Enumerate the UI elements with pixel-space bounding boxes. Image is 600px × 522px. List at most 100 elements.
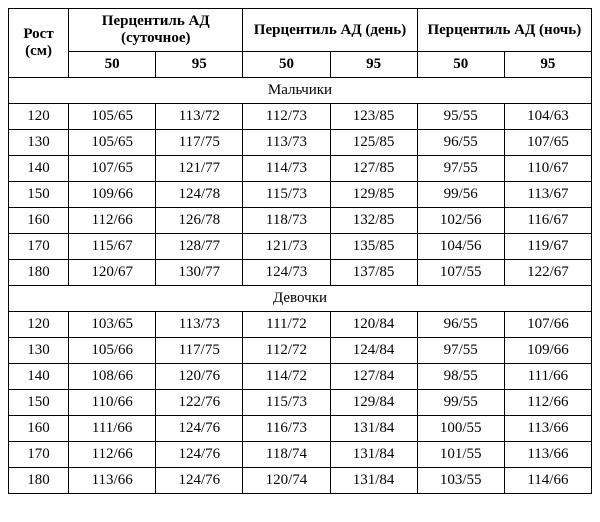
cell-value: 107/65	[504, 130, 591, 156]
cell-value: 126/78	[156, 208, 243, 234]
cell-value: 102/56	[417, 208, 504, 234]
cell-height: 120	[9, 312, 69, 338]
cell-value: 96/55	[417, 130, 504, 156]
cell-height: 140	[9, 364, 69, 390]
cell-value: 113/73	[243, 130, 330, 156]
cell-height: 170	[9, 442, 69, 468]
col-header-height: Рост (см)	[9, 9, 69, 78]
col-group-24h: Перцентиль АД (суточное)	[69, 9, 243, 52]
cell-value: 107/55	[417, 260, 504, 286]
cell-value: 115/73	[243, 182, 330, 208]
cell-value: 113/73	[156, 312, 243, 338]
table-body: Мальчики120105/65113/72112/73123/8595/55…	[9, 78, 592, 494]
cell-value: 99/55	[417, 390, 504, 416]
cell-value: 114/72	[243, 364, 330, 390]
cell-value: 107/65	[69, 156, 156, 182]
cell-height: 170	[9, 234, 69, 260]
table-header: Рост (см) Перцентиль АД (суточное) Перце…	[9, 9, 592, 78]
cell-value: 112/66	[504, 390, 591, 416]
cell-value: 113/67	[504, 182, 591, 208]
cell-value: 130/77	[156, 260, 243, 286]
table-row: 140107/65121/77114/73127/8597/55110/67	[9, 156, 592, 182]
col-sub-night-p95: 95	[504, 52, 591, 78]
cell-height: 130	[9, 338, 69, 364]
cell-value: 100/55	[417, 416, 504, 442]
table-row: 150110/66122/76115/73129/8499/55112/66	[9, 390, 592, 416]
table-row: 180120/67130/77124/73137/85107/55122/67	[9, 260, 592, 286]
cell-value: 123/85	[330, 104, 417, 130]
table-row: 130105/65117/75113/73125/8596/55107/65	[9, 130, 592, 156]
cell-value: 120/74	[243, 468, 330, 494]
table-row: 170115/67128/77121/73135/85104/56119/67	[9, 234, 592, 260]
cell-height: 150	[9, 182, 69, 208]
cell-value: 113/66	[504, 442, 591, 468]
cell-value: 120/84	[330, 312, 417, 338]
table-row: 120103/65113/73111/72120/8496/55107/66	[9, 312, 592, 338]
cell-value: 118/73	[243, 208, 330, 234]
cell-height: 180	[9, 468, 69, 494]
cell-value: 120/76	[156, 364, 243, 390]
cell-value: 107/66	[504, 312, 591, 338]
cell-value: 131/84	[330, 468, 417, 494]
table-row: 140108/66120/76114/72127/8498/55111/66	[9, 364, 592, 390]
cell-value: 105/65	[69, 130, 156, 156]
cell-value: 112/73	[243, 104, 330, 130]
cell-value: 101/55	[417, 442, 504, 468]
cell-value: 127/84	[330, 364, 417, 390]
cell-value: 117/75	[156, 338, 243, 364]
table-row: 120105/65113/72112/73123/8595/55104/63	[9, 104, 592, 130]
cell-value: 116/67	[504, 208, 591, 234]
cell-value: 121/73	[243, 234, 330, 260]
cell-value: 112/66	[69, 208, 156, 234]
bp-percentile-table: Рост (см) Перцентиль АД (суточное) Перце…	[8, 8, 592, 494]
cell-value: 137/85	[330, 260, 417, 286]
cell-value: 114/73	[243, 156, 330, 182]
col-sub-night-p50: 50	[417, 52, 504, 78]
cell-height: 140	[9, 156, 69, 182]
cell-value: 131/84	[330, 416, 417, 442]
cell-value: 124/76	[156, 468, 243, 494]
cell-value: 108/66	[69, 364, 156, 390]
cell-height: 130	[9, 130, 69, 156]
cell-value: 99/56	[417, 182, 504, 208]
cell-value: 132/85	[330, 208, 417, 234]
cell-value: 124/76	[156, 416, 243, 442]
table-row: 160112/66126/78118/73132/85102/56116/67	[9, 208, 592, 234]
cell-value: 111/72	[243, 312, 330, 338]
cell-value: 109/66	[69, 182, 156, 208]
section-title: Девочки	[9, 286, 592, 312]
table-row: 150109/66124/78115/73129/8599/56113/67	[9, 182, 592, 208]
cell-value: 104/56	[417, 234, 504, 260]
table-row: 180113/66124/76120/74131/84103/55114/66	[9, 468, 592, 494]
cell-value: 112/66	[69, 442, 156, 468]
cell-value: 127/85	[330, 156, 417, 182]
cell-value: 95/55	[417, 104, 504, 130]
cell-value: 110/66	[69, 390, 156, 416]
cell-value: 104/63	[504, 104, 591, 130]
col-sub-24h-p95: 95	[156, 52, 243, 78]
cell-value: 115/67	[69, 234, 156, 260]
col-sub-24h-p50: 50	[69, 52, 156, 78]
col-sub-day-p95: 95	[330, 52, 417, 78]
cell-value: 135/85	[330, 234, 417, 260]
cell-value: 110/67	[504, 156, 591, 182]
cell-value: 96/55	[417, 312, 504, 338]
cell-value: 121/77	[156, 156, 243, 182]
cell-value: 131/84	[330, 442, 417, 468]
cell-height: 160	[9, 416, 69, 442]
cell-value: 124/73	[243, 260, 330, 286]
cell-value: 97/55	[417, 338, 504, 364]
cell-value: 116/73	[243, 416, 330, 442]
cell-value: 129/84	[330, 390, 417, 416]
cell-value: 113/66	[69, 468, 156, 494]
cell-value: 105/65	[69, 104, 156, 130]
col-sub-day-p50: 50	[243, 52, 330, 78]
cell-value: 124/78	[156, 182, 243, 208]
cell-value: 113/66	[504, 416, 591, 442]
cell-value: 113/72	[156, 104, 243, 130]
table-row: 170112/66124/76118/74131/84101/55113/66	[9, 442, 592, 468]
cell-value: 103/55	[417, 468, 504, 494]
cell-height: 150	[9, 390, 69, 416]
cell-value: 111/66	[69, 416, 156, 442]
cell-value: 122/67	[504, 260, 591, 286]
